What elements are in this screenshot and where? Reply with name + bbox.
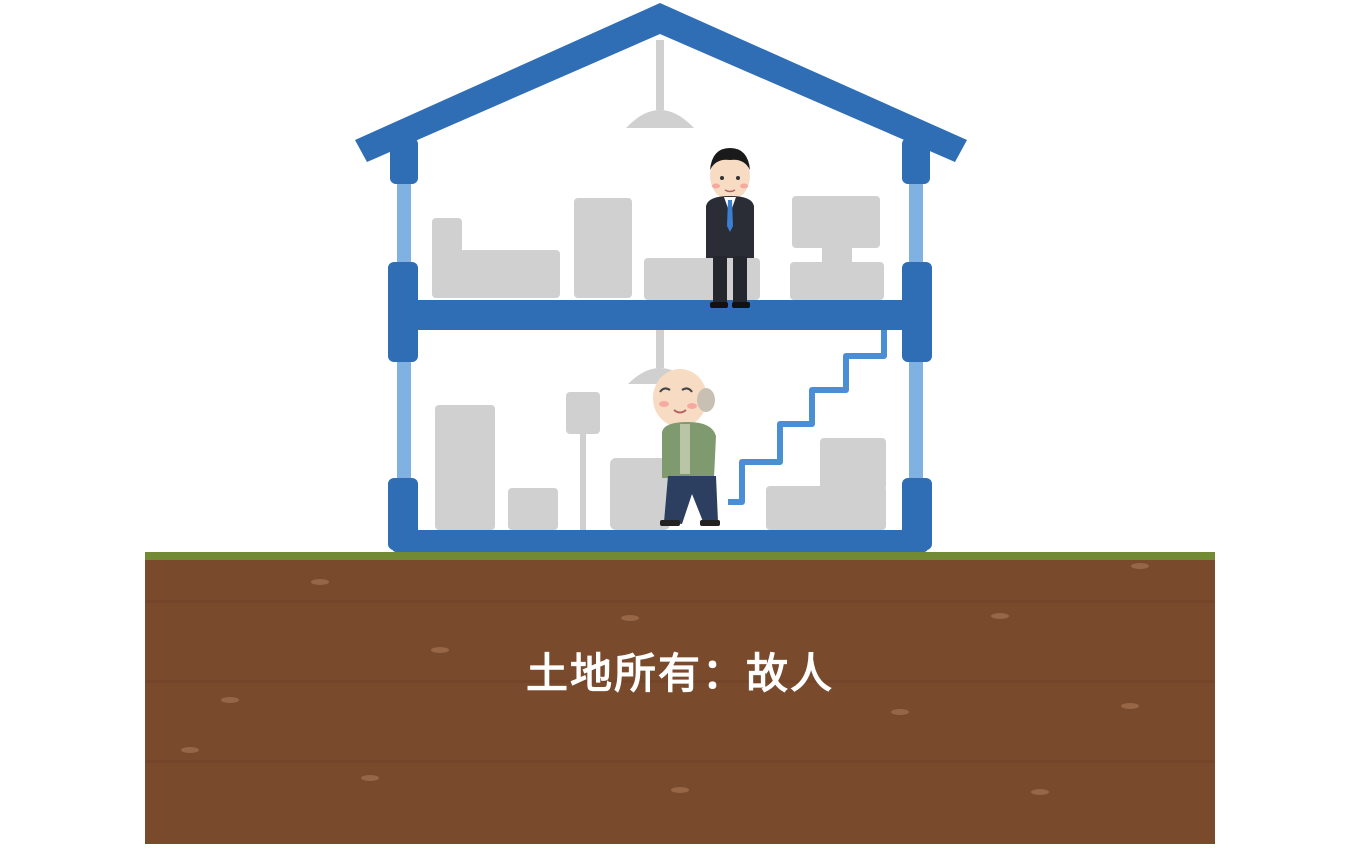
ceiling-lamp-upper — [626, 40, 694, 128]
land-ownership-caption: 土地所有：故人 — [525, 649, 834, 698]
lower-floor-furniture — [435, 392, 886, 530]
upper-floor-furniture — [432, 196, 884, 300]
staircase — [728, 330, 887, 505]
businessman-figure — [706, 148, 754, 308]
elderly-man-figure — [653, 369, 720, 526]
land-block — [145, 552, 1215, 844]
house-cross-section — [355, 3, 967, 552]
house-frame — [355, 3, 967, 552]
